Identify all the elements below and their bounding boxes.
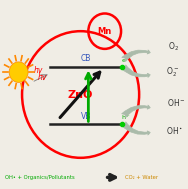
Text: hv: hv [33, 66, 43, 75]
Text: VB: VB [81, 112, 91, 121]
Text: CB: CB [81, 54, 91, 63]
Text: OH$^-$: OH$^-$ [167, 97, 186, 108]
Text: e$^-$: e$^-$ [121, 57, 131, 65]
Circle shape [9, 62, 28, 82]
Text: O$_2^-$: O$_2^-$ [166, 65, 179, 79]
Text: CO₂ + Water: CO₂ + Water [125, 175, 158, 180]
Text: O$_2$: O$_2$ [168, 41, 179, 53]
Text: hv: hv [38, 73, 47, 82]
Text: Mn: Mn [98, 27, 112, 36]
Text: OH$^\bullet$: OH$^\bullet$ [166, 125, 184, 136]
Text: OH• + Organics/Pollutants: OH• + Organics/Pollutants [5, 175, 75, 180]
Text: h$^+$: h$^+$ [121, 113, 131, 122]
Text: ZnO: ZnO [68, 90, 93, 100]
